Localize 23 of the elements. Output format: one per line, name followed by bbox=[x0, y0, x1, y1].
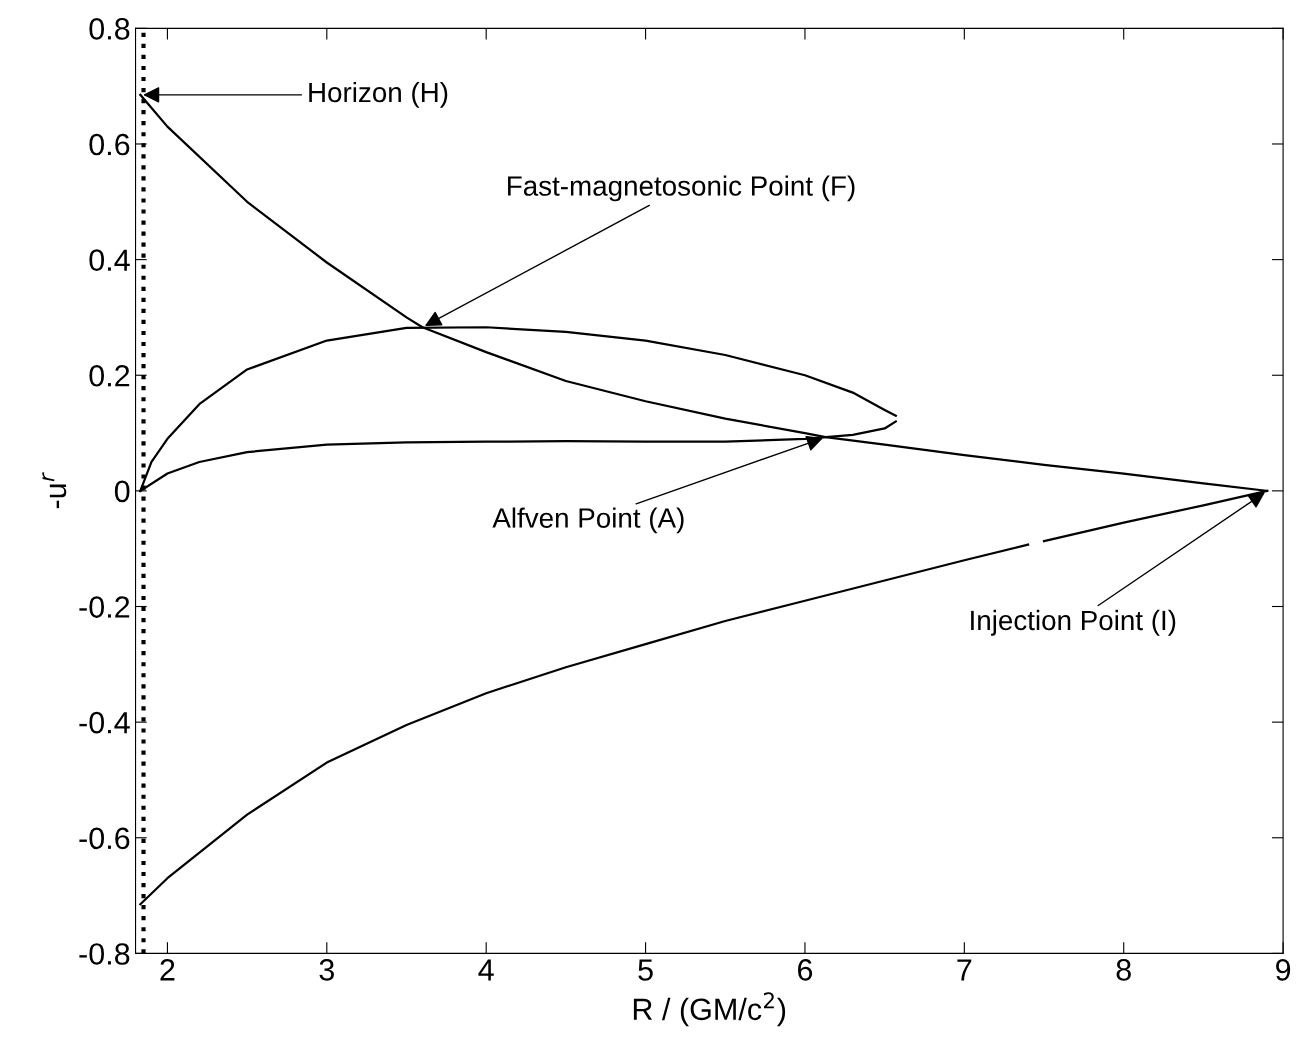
x-tick-label: 5 bbox=[638, 959, 653, 981]
y-tick-label: 0.4 bbox=[89, 249, 130, 271]
x-tick-label: 3 bbox=[319, 959, 334, 981]
x-tick-label: 7 bbox=[957, 959, 972, 981]
y-tick-label: 0.8 bbox=[89, 18, 130, 40]
x-tick-label: 8 bbox=[1116, 959, 1131, 981]
y-tick-label: -0.4 bbox=[79, 711, 130, 734]
annotation: Alfven Point (A) bbox=[492, 507, 684, 534]
x-tick-label: 9 bbox=[1276, 959, 1291, 981]
x-tick-label: 6 bbox=[798, 959, 813, 981]
x-tick-label: 4 bbox=[478, 959, 494, 981]
y-tick-label: -0.6 bbox=[79, 827, 130, 850]
annotation: Fast-magnetosonic Point (F) bbox=[508, 175, 855, 202]
x-tick-label: 2 bbox=[160, 959, 175, 981]
y-tick-label: 0 bbox=[114, 480, 130, 503]
y-axis-title: -u$^{r}$ bbox=[42, 472, 67, 509]
annotation: Horizon (H) bbox=[309, 81, 448, 108]
y-tick-label: -0.8 bbox=[79, 943, 130, 965]
y-tick-label: -0.2 bbox=[79, 596, 130, 618]
x-axis-title: R / (GM/c$^{2}$) bbox=[633, 992, 786, 1027]
annotation: Injection Point (I) bbox=[971, 609, 1176, 636]
y-tick-label: 0.2 bbox=[89, 364, 130, 387]
y-tick-label: 0.6 bbox=[89, 133, 130, 156]
